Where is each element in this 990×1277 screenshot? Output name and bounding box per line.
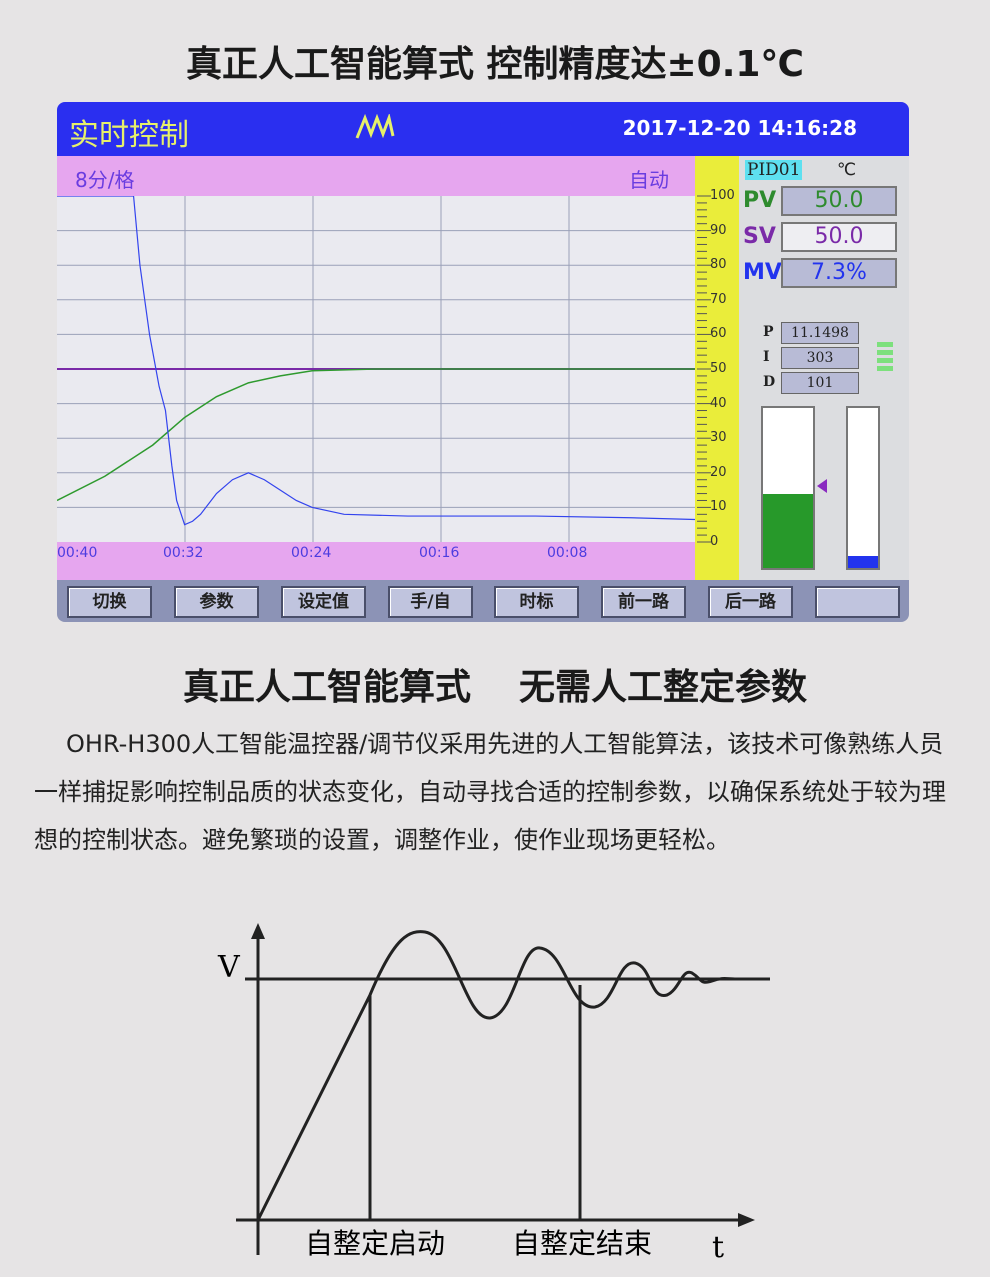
trend-header: 8分/格 自动 — [57, 156, 695, 196]
time-label: 00:32 — [163, 545, 204, 561]
sv-marker-icon — [817, 479, 827, 493]
start-label: 自整定启动 — [305, 1227, 445, 1260]
mv-label: MV — [743, 260, 782, 285]
scale-label: 20 — [710, 464, 727, 480]
time-axis: 00:40 00:32 00:24 00:16 00:08 — [57, 542, 695, 580]
time-label: 00:16 — [419, 545, 460, 561]
sub-heading-right: 无需人工整定参数 — [519, 667, 808, 708]
scale-label: 80 — [710, 257, 727, 273]
unit-label: ℃ — [837, 160, 857, 180]
sub-heading: 真正人工智能算式 无需人工整定参数 — [0, 658, 990, 710]
mode-label: 自动 — [629, 168, 669, 192]
p-value: 11.1498 — [781, 322, 859, 344]
mv-bar — [846, 406, 880, 570]
scale-label: 40 — [710, 395, 727, 411]
sv-label: SV — [743, 224, 776, 249]
value-scale: 100 90 80 70 60 50 40 30 20 10 0 — [695, 156, 739, 580]
title-bar: 实时控制 2017-12-20 14:16:28 — [57, 102, 909, 156]
status-indicator-icon — [877, 342, 893, 372]
pv-trend-line — [57, 368, 695, 502]
trend-plot — [57, 195, 696, 542]
y-axis-arrow-icon — [251, 923, 265, 939]
main-heading: 真正人工智能算式 控制精度达±0.1℃ — [185, 44, 805, 85]
d-value: 101 — [781, 372, 859, 394]
time-scale: 8分/格 — [75, 168, 135, 192]
description: OHR-H300人工智能温控器/调节仪采用先进的人工智能算法，该技术可像熟练人员… — [34, 730, 946, 854]
i-label: I — [763, 349, 770, 365]
manual-auto-button[interactable]: 手/自 — [388, 586, 473, 618]
params-button[interactable]: 参数 — [174, 586, 259, 618]
next-channel-button[interactable]: 后一路 — [708, 586, 793, 618]
response-curve — [256, 930, 736, 1221]
time-label: 00:24 — [291, 545, 332, 561]
x-label: t — [712, 1230, 724, 1265]
scale-label: 90 — [710, 222, 727, 238]
scale-label: 60 — [710, 326, 727, 342]
scale-label: 50 — [710, 361, 727, 376]
brand-logo-icon — [355, 114, 395, 139]
blank-button[interactable] — [815, 586, 900, 618]
sv-value[interactable]: 50.0 — [781, 222, 897, 252]
time-label: 00:40 — [57, 545, 98, 561]
mv-value: 7.3% — [781, 258, 897, 288]
channel-label: PID01 — [745, 160, 803, 180]
pv-value: 50.0 — [781, 186, 897, 216]
d-label: D — [763, 374, 776, 390]
time-scale-button[interactable]: 时标 — [494, 586, 579, 618]
controller-screen: 实时控制 2017-12-20 14:16:28 8分/格 自动 00:40 0… — [57, 102, 909, 622]
scale-label: 30 — [710, 430, 727, 446]
y-label: V — [217, 950, 241, 985]
button-bar: 切换 参数 设定值 手/自 时标 前一路 后一路 — [57, 580, 909, 622]
scale-label: 0 — [710, 534, 719, 549]
autotune-diagram: V t 自整定启动 自整定结束 — [217, 923, 770, 1265]
datetime: 2017-12-20 14:16:28 — [622, 116, 857, 140]
sub-heading-left: 真正人工智能算式 — [182, 667, 471, 708]
side-panel: PID01 ℃ PV 50.0 SV 50.0 MV 7.3% P 11.149… — [739, 156, 909, 580]
end-label: 自整定结束 — [512, 1227, 652, 1260]
setpoint-button[interactable]: 设定值 — [281, 586, 366, 618]
i-value: 303 — [781, 347, 859, 369]
mv-trend-line — [57, 195, 696, 526]
x-axis-arrow-icon — [738, 1213, 755, 1227]
p-label: P — [763, 324, 774, 340]
pv-bar — [761, 406, 815, 570]
switch-button[interactable]: 切换 — [67, 586, 152, 618]
trend-chart — [57, 195, 696, 542]
scale-label: 10 — [710, 499, 727, 515]
scale-label: 70 — [710, 291, 727, 307]
pv-label: PV — [743, 188, 777, 213]
prev-channel-button[interactable]: 前一路 — [601, 586, 686, 618]
scale-label: 100 — [710, 188, 735, 203]
screen-title: 实时控制 — [69, 118, 189, 153]
time-label: 00:08 — [547, 545, 588, 561]
